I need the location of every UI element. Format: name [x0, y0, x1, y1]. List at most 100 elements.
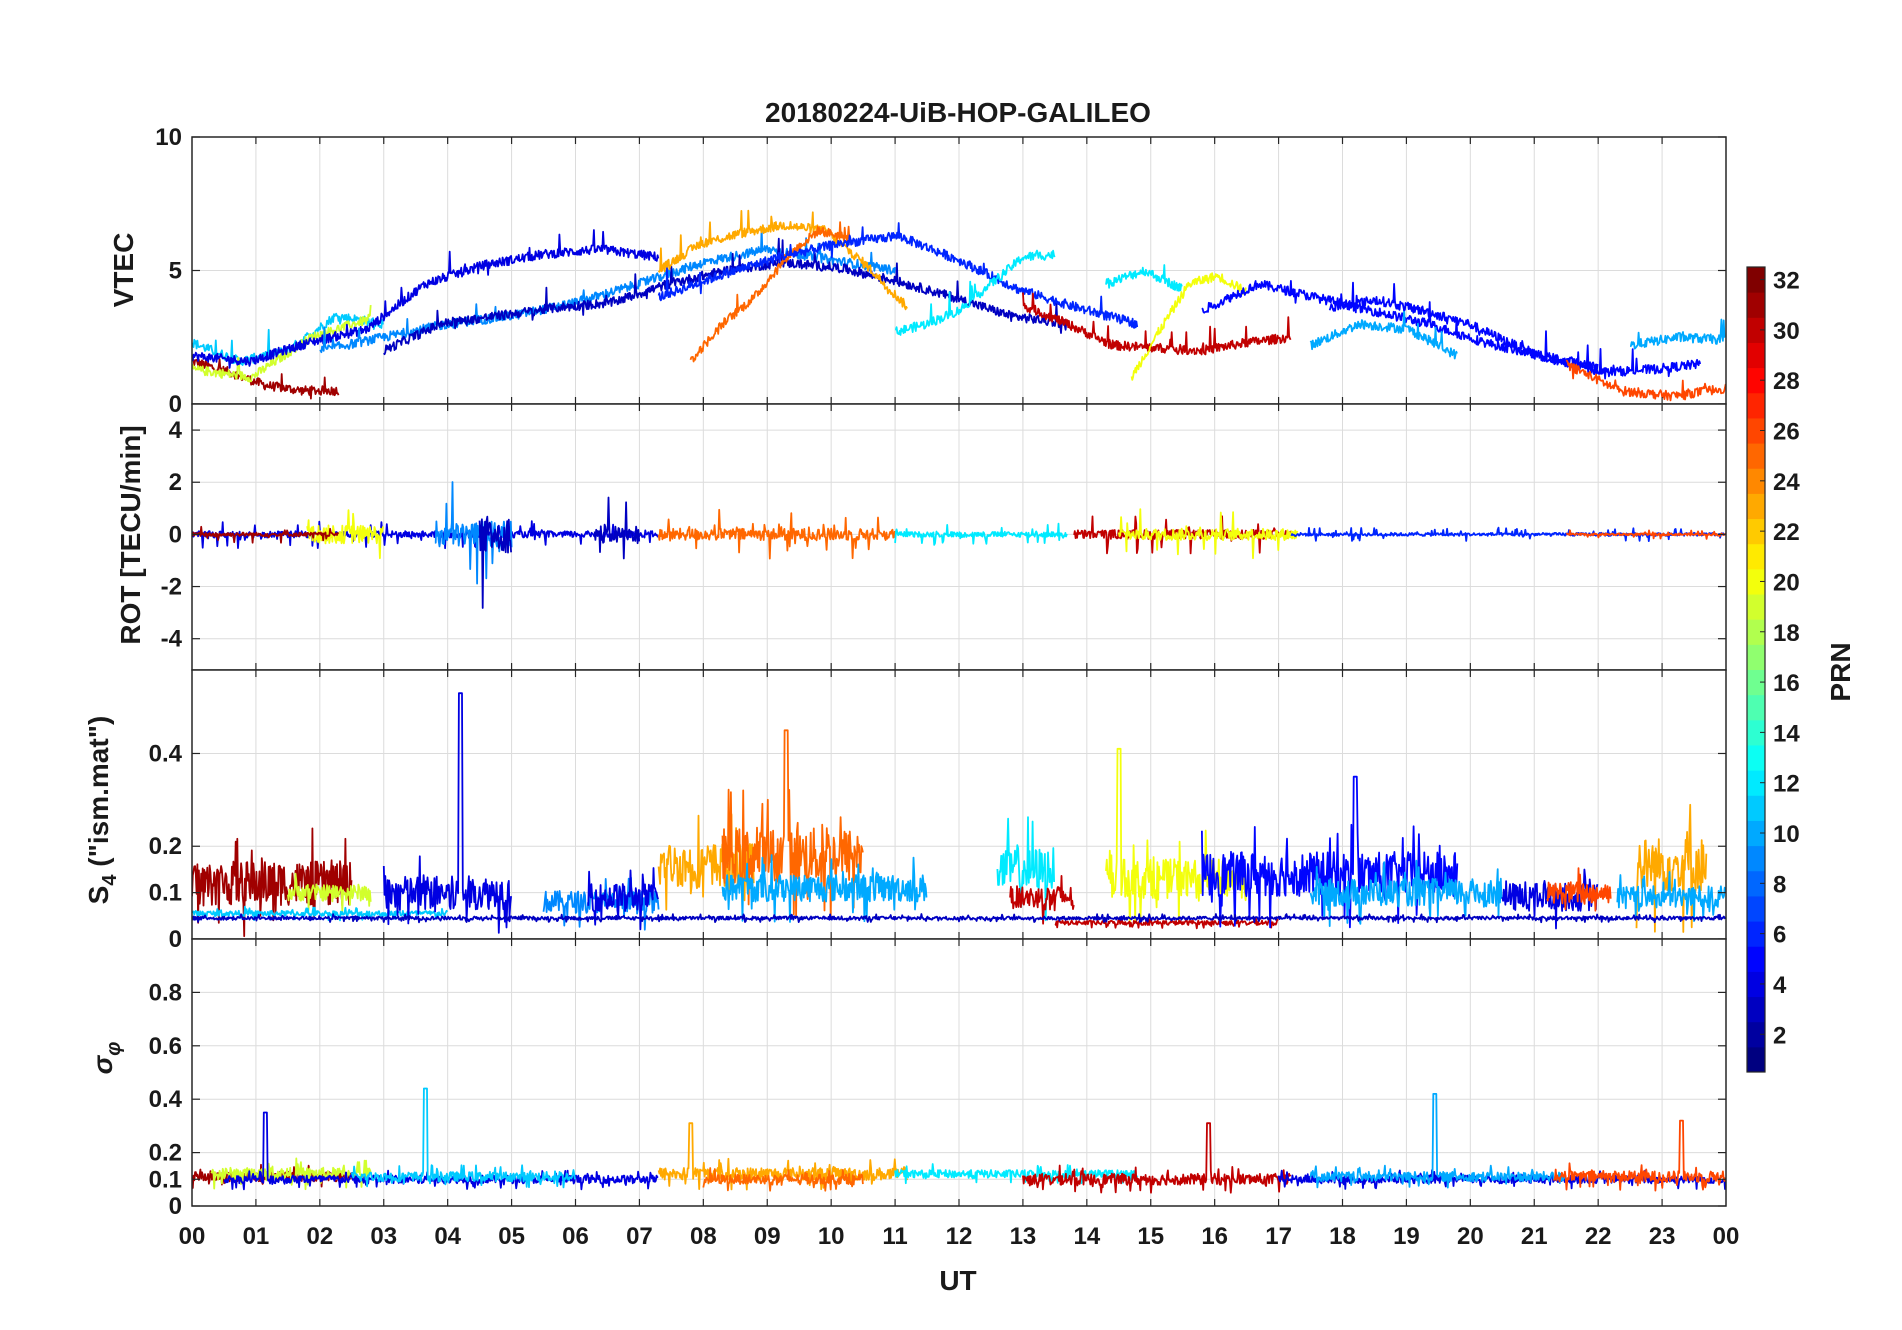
series-line-prn-20 [306, 509, 384, 560]
x-tick-label: 10 [818, 1223, 845, 1250]
s4-ylabel-rest: ("ism.mat") [83, 716, 114, 875]
x-tick-label: 12 [946, 1223, 973, 1250]
y-tick-label: 5 [169, 258, 182, 285]
colorbar-swatch [1747, 568, 1765, 595]
colorbar-tick-label: 6 [1773, 922, 1786, 949]
series-line-prn-6 [657, 222, 1139, 329]
series-line-prn-23 [1635, 803, 1708, 933]
vtec-ylabel: VTEC [108, 233, 139, 308]
series-line-prn-26 [1565, 529, 1726, 540]
series-line-prn-20 [1117, 508, 1299, 560]
y-tick-label: 0.1 [149, 1166, 182, 1193]
colorbar-tick-label: 30 [1773, 318, 1800, 345]
colorbar-swatch [1747, 795, 1765, 821]
series-line-prn-19 [287, 872, 372, 913]
series-line-prn-11 [350, 1087, 576, 1189]
s4-panel: 0 0.1 0.2 0.4 [149, 669, 1727, 953]
y-tick-label: 0.2 [149, 833, 182, 860]
series-group [192, 1087, 1726, 1194]
colorbar-swatch [1747, 669, 1765, 696]
series-line-prn-26 [1546, 867, 1612, 912]
y-tick-label: 0.2 [149, 1140, 182, 1167]
x-tick-label: 23 [1649, 1223, 1676, 1250]
series-line-prn-31 [192, 525, 340, 544]
series-line-prn-10 [1616, 871, 1726, 922]
colorbar-tick-label: 20 [1773, 569, 1800, 596]
x-tick-label: 14 [1073, 1223, 1100, 1250]
x-tick-label: 17 [1265, 1223, 1292, 1250]
colorbar-swatch [1747, 367, 1765, 394]
colorbar-swatch [1747, 594, 1765, 620]
x-tick-label: 22 [1585, 1223, 1612, 1250]
series-line-prn-5 [1201, 775, 1459, 929]
x-tick-label: 07 [626, 1223, 653, 1250]
colorbar-swatch [1747, 518, 1765, 545]
colorbar-swatch [1747, 543, 1765, 570]
colorbar-tick-label: 16 [1773, 670, 1800, 697]
y-tick-label: 0.6 [149, 1033, 182, 1060]
series-line-prn-3 [192, 913, 1726, 924]
series-line-prn-10 [1309, 859, 1503, 927]
colorbar-swatch [1747, 267, 1765, 293]
sigma-phi-ylabel: σφ [87, 1042, 125, 1075]
sigma-ylabel-sub: φ [103, 1042, 125, 1056]
series-line-prn-25 [657, 508, 896, 560]
series-line-prn-26 [1552, 1119, 1726, 1192]
colorbar-swatch [1747, 292, 1765, 318]
colorbar-swatch [1747, 342, 1765, 369]
series-line-prn-12 [895, 249, 1056, 336]
s4-ylabel-sub: 4 [99, 874, 121, 886]
colorbar-tick-label: 22 [1773, 519, 1800, 546]
colorbar-swatch [1747, 820, 1765, 847]
rot-ylabel: ROT [TECU/min] [115, 425, 146, 644]
series-line-prn-25 [702, 1167, 864, 1192]
x-tick-label: 21 [1521, 1223, 1548, 1250]
y-tick-label: -4 [161, 626, 183, 653]
series-line-prn-11 [192, 905, 449, 922]
series-line-prn-30 [1022, 1122, 1292, 1194]
series-line-prn-12 [1105, 264, 1183, 292]
vtec-panel: 0 5 10 [155, 124, 1727, 418]
y-tick-label: 0 [169, 926, 182, 953]
colorbar-swatch [1747, 1046, 1765, 1073]
y-tick-label: 10 [155, 124, 182, 151]
x-tick-label: 19 [1393, 1223, 1420, 1250]
series-line-prn-25 [689, 221, 851, 363]
x-tick-label: 20 [1457, 1223, 1484, 1250]
series-line-prn-4 [587, 867, 659, 931]
y-tick-label: 2 [169, 469, 182, 496]
colorbar-swatch [1747, 694, 1765, 721]
colorbar-swatch [1747, 392, 1765, 419]
series-line-prn-30 [1009, 875, 1075, 925]
colorbar-swatch [1747, 443, 1765, 469]
colorbar-swatch [1747, 644, 1765, 670]
colorbar-tick-label: 2 [1773, 1022, 1786, 1049]
series-line-prn-30 [1054, 916, 1279, 930]
colorbar-swatch [1747, 921, 1765, 947]
y-tick-label: -2 [161, 574, 182, 601]
series-line-prn-10 [1309, 1093, 1567, 1189]
x-tick-label: 15 [1137, 1223, 1164, 1250]
colorbar-swatch [1747, 619, 1765, 645]
series-line-prn-5 [1201, 279, 1599, 372]
colorbar-tick-label: 18 [1773, 620, 1800, 647]
colorbar-swatch [1747, 493, 1765, 520]
series-group [192, 209, 1726, 402]
colorbar-tick-label: 14 [1773, 720, 1800, 747]
series-line-prn-26 [1565, 359, 1726, 402]
series-line-prn-5 [1328, 282, 1702, 380]
x-tick-label: 01 [243, 1223, 270, 1250]
s4-ylabel-main: S [83, 886, 114, 905]
colorbar-tick-label: 8 [1773, 871, 1786, 898]
colorbar-tick-label: 26 [1773, 419, 1800, 446]
colorbar-frame [1746, 266, 1766, 1073]
colorbar-swatch [1747, 845, 1765, 872]
series-line-prn-4 [192, 229, 660, 369]
series-line-prn-12 [996, 816, 1055, 922]
x-tick-label: 00 [1713, 1223, 1740, 1250]
x-tick-label: 03 [370, 1223, 397, 1250]
colorbar-swatch [1747, 317, 1765, 343]
rot-panel: -4 -2 0 2 4 [161, 403, 1727, 671]
